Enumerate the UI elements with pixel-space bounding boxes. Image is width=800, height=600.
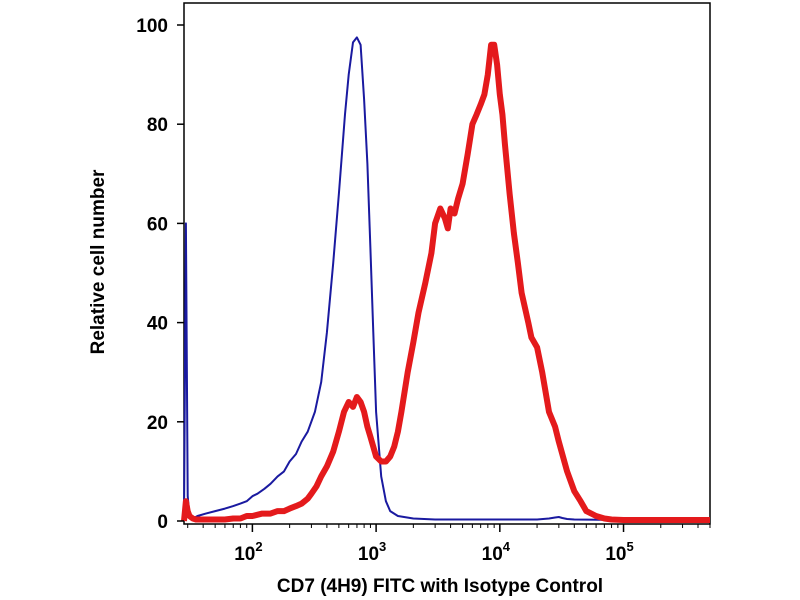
x-tick-exponent: 5 <box>626 539 633 554</box>
y-tick-label: 20 <box>147 413 168 434</box>
x-tick-label: 104 <box>482 539 511 565</box>
x-tick-exponent: 2 <box>255 539 262 554</box>
y-tick-label: 80 <box>147 115 168 136</box>
y-tick-label: 60 <box>147 214 168 235</box>
y-axis-title: Relative cell number <box>88 169 109 354</box>
y-tick-label: 100 <box>136 16 168 37</box>
x-tick-label: 103 <box>358 539 386 565</box>
cd7-sample-line <box>181 41 710 523</box>
y-axis-ticks: 0 20 40 60 80 100 <box>136 16 184 533</box>
isotype-control-line <box>183 36 710 522</box>
x-tick-exponent: 3 <box>379 539 386 554</box>
y-tick-label: 0 <box>157 512 168 533</box>
x-tick-base: 10 <box>234 544 255 565</box>
x-axis-ticks: 102 103 104 105 <box>187 524 711 565</box>
x-tick-base: 10 <box>358 544 379 565</box>
x-tick-base: 10 <box>482 544 503 565</box>
x-tick-label: 105 <box>605 539 633 565</box>
x-tick-label: 102 <box>234 539 262 565</box>
series-layer <box>181 36 710 523</box>
x-tick-exponent: 4 <box>503 539 511 554</box>
x-axis-title: CD7 (4H9) FITC with Isotype Control <box>277 576 603 597</box>
x-tick-base: 10 <box>605 544 626 565</box>
plot-frame <box>183 2 711 525</box>
y-tick-label: 40 <box>147 314 168 335</box>
